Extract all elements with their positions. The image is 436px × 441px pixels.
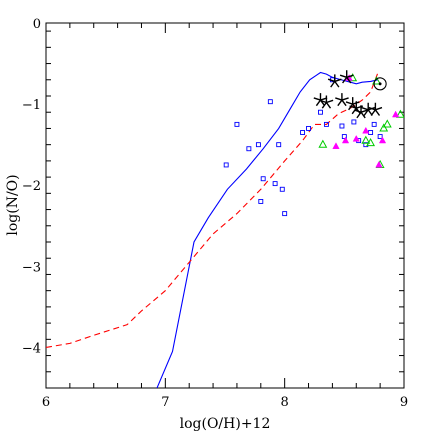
star-point bbox=[354, 105, 368, 119]
filled-triangle-point bbox=[378, 136, 387, 144]
star-point bbox=[339, 70, 354, 84]
y-tick-label: −2 bbox=[22, 179, 41, 194]
sun-symbol-ring bbox=[373, 77, 387, 91]
square-point bbox=[276, 142, 282, 148]
square-point bbox=[279, 186, 285, 192]
square-point bbox=[300, 130, 306, 135]
square-point bbox=[282, 211, 288, 217]
square-point bbox=[306, 125, 311, 131]
square-point bbox=[339, 123, 345, 129]
square-point bbox=[272, 181, 278, 187]
star-point bbox=[319, 95, 334, 109]
y-tick-label: −3 bbox=[22, 260, 41, 275]
y-tick-label: −1 bbox=[22, 98, 41, 113]
star-point bbox=[335, 93, 349, 107]
square-point bbox=[223, 162, 229, 168]
filled-triangle-point bbox=[362, 126, 370, 134]
square-point bbox=[255, 142, 261, 148]
square-point bbox=[341, 134, 347, 140]
open-triangle-point bbox=[379, 123, 389, 132]
filled-triangle-point bbox=[352, 134, 360, 142]
sun-symbol-dot bbox=[378, 82, 382, 86]
sun-symbol-point bbox=[373, 77, 387, 91]
filled-triangle-point bbox=[341, 136, 350, 144]
star-point bbox=[368, 102, 383, 116]
x-tick-label: 8 bbox=[281, 395, 289, 410]
open-triangle-point bbox=[366, 138, 376, 147]
square-point bbox=[368, 130, 374, 135]
open-triangle-point bbox=[395, 109, 404, 118]
plot-frame bbox=[45, 22, 405, 389]
x-axis-label: log(O/H)+12 bbox=[180, 416, 271, 432]
model-curve-solid bbox=[156, 71, 378, 388]
square-point bbox=[371, 121, 377, 127]
square-point bbox=[351, 119, 357, 125]
open-triangle-point bbox=[382, 119, 392, 128]
model-curve-dashed bbox=[46, 73, 379, 348]
square-point bbox=[258, 198, 264, 204]
open-triangle-point bbox=[318, 139, 328, 148]
x-tick-label: 7 bbox=[161, 395, 169, 410]
x-tick-label: 9 bbox=[400, 395, 408, 410]
filled-triangle-point bbox=[332, 142, 340, 149]
square-point bbox=[234, 121, 240, 127]
x-tick-label: 6 bbox=[42, 395, 50, 410]
square-point bbox=[318, 109, 323, 115]
square-point bbox=[323, 121, 329, 127]
y-axis-label: log(N/O) bbox=[5, 174, 21, 235]
axes-layer: 6 7 8 9 0 −1 −2 −3 −4 bbox=[22, 17, 408, 410]
filled-triangle-point bbox=[375, 160, 383, 168]
open-triangle-point bbox=[361, 135, 371, 144]
y-tick-label: 0 bbox=[33, 17, 41, 32]
filled-triangle-point bbox=[392, 110, 400, 118]
star-point bbox=[313, 93, 328, 107]
square-point bbox=[377, 134, 383, 140]
y-tick-label: −4 bbox=[22, 341, 41, 356]
data-layer bbox=[46, 70, 404, 388]
star-point bbox=[327, 74, 342, 88]
square-point bbox=[260, 176, 266, 182]
square-point bbox=[246, 146, 252, 152]
square-point bbox=[267, 99, 273, 105]
